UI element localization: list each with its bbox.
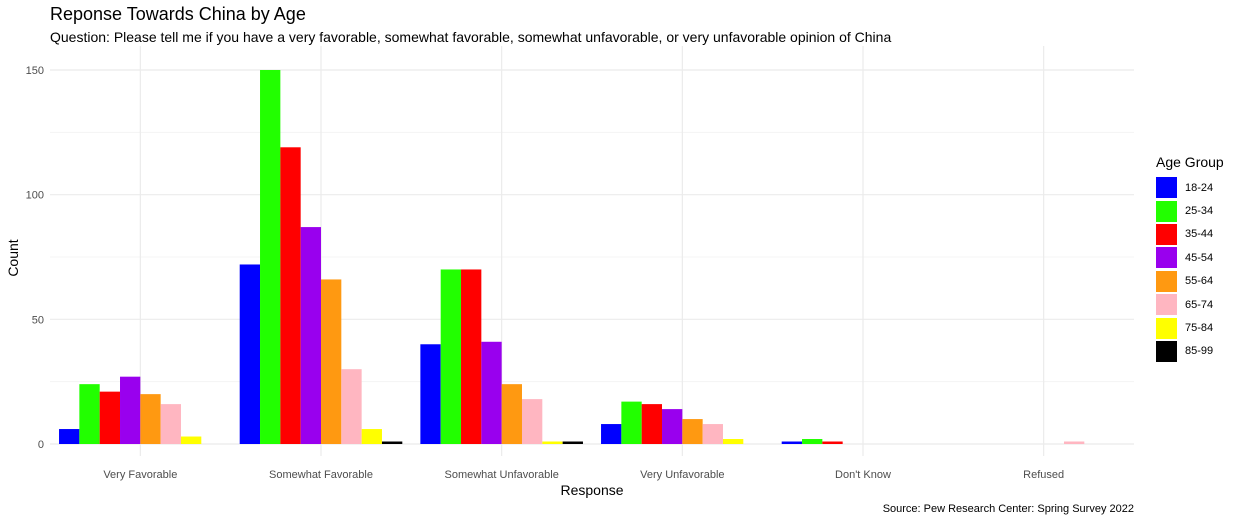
bar xyxy=(822,441,843,444)
legend-label: 35-44 xyxy=(1185,228,1214,241)
bar xyxy=(300,227,321,444)
bar xyxy=(722,439,744,444)
bar xyxy=(160,404,181,444)
bar xyxy=(641,404,663,444)
chart-subtitle: Question: Please tell me if you have a v… xyxy=(50,29,892,45)
legend-label: 25-34 xyxy=(1185,205,1214,218)
x-tick-label: Very Favorable xyxy=(103,469,177,481)
bar xyxy=(702,424,723,444)
bar xyxy=(260,70,281,444)
legend-item: 25-34 xyxy=(1156,199,1224,222)
legend-swatch xyxy=(1156,223,1177,245)
bar xyxy=(461,269,482,444)
bar xyxy=(361,429,382,444)
bar xyxy=(79,384,100,444)
bar xyxy=(99,391,121,444)
legend-swatch xyxy=(1156,270,1177,292)
bar xyxy=(1063,441,1085,444)
bar xyxy=(481,341,502,444)
x-tick-label: Refused xyxy=(1023,469,1064,481)
bar xyxy=(140,394,161,444)
bar xyxy=(621,401,642,444)
x-tick-label: Very Unfavorable xyxy=(640,469,724,481)
legend-item: 35-44 xyxy=(1156,223,1224,246)
bar xyxy=(501,384,522,444)
bar xyxy=(120,376,141,444)
bar xyxy=(601,424,622,444)
bar xyxy=(180,436,202,444)
chart-caption: Source: Pew Research Center: Spring Surv… xyxy=(882,503,1134,515)
legend-item: 75-84 xyxy=(1156,316,1224,339)
legend-item: 55-64 xyxy=(1156,270,1224,293)
legend: Age Group 18-24 25-34 35-44 45-54 55-64 65-74… xyxy=(1156,154,1224,363)
bar xyxy=(662,409,683,444)
bar xyxy=(239,264,261,444)
x-tick-label: Somewhat Favorable xyxy=(269,469,373,481)
bar xyxy=(280,147,301,444)
legend-swatch xyxy=(1156,200,1177,222)
bar xyxy=(321,279,342,444)
legend-item: 85-99 xyxy=(1156,340,1224,363)
bar xyxy=(59,429,80,444)
y-tick-label: 0 xyxy=(38,439,44,451)
legend-swatch xyxy=(1156,247,1177,269)
bar xyxy=(542,441,563,444)
legend-swatch xyxy=(1156,317,1177,339)
y-tick-label: 150 xyxy=(26,65,44,77)
bar xyxy=(440,269,462,444)
chart-title: Reponse Towards China by Age xyxy=(50,4,306,24)
legend-item: 18-24 xyxy=(1156,176,1224,199)
legend-swatch xyxy=(1156,177,1177,199)
legend-label: 75-84 xyxy=(1185,322,1214,335)
x-axis-label: Response xyxy=(560,482,624,498)
legend-label: 45-54 xyxy=(1185,251,1214,264)
y-tick-label: 100 xyxy=(26,190,44,202)
legend-label: 18-24 xyxy=(1185,181,1214,194)
legend-items: 18-24 25-34 35-44 45-54 55-64 65-74 75-84 85-99 xyxy=(1156,176,1224,363)
bar xyxy=(562,441,583,444)
y-axis-label: Count xyxy=(5,239,21,277)
legend-item: 65-74 xyxy=(1156,293,1224,316)
bar xyxy=(781,441,803,444)
bar xyxy=(682,419,703,444)
legend-label: 85-99 xyxy=(1185,345,1214,358)
bar xyxy=(521,399,543,444)
y-tick-label: 50 xyxy=(32,314,44,326)
x-tick-label: Somewhat Unfavorable xyxy=(444,469,558,481)
legend-label: 65-74 xyxy=(1185,298,1214,311)
x-tick-label: Don't Know xyxy=(835,469,891,481)
legend-swatch xyxy=(1156,294,1177,316)
legend-label: 55-64 xyxy=(1185,275,1214,288)
bar xyxy=(341,369,362,444)
bar xyxy=(381,441,403,444)
bar xyxy=(420,344,441,444)
bar xyxy=(802,439,823,444)
legend-item: 45-54 xyxy=(1156,246,1224,269)
legend-title: Age Group xyxy=(1156,154,1224,170)
legend-swatch xyxy=(1156,340,1177,362)
